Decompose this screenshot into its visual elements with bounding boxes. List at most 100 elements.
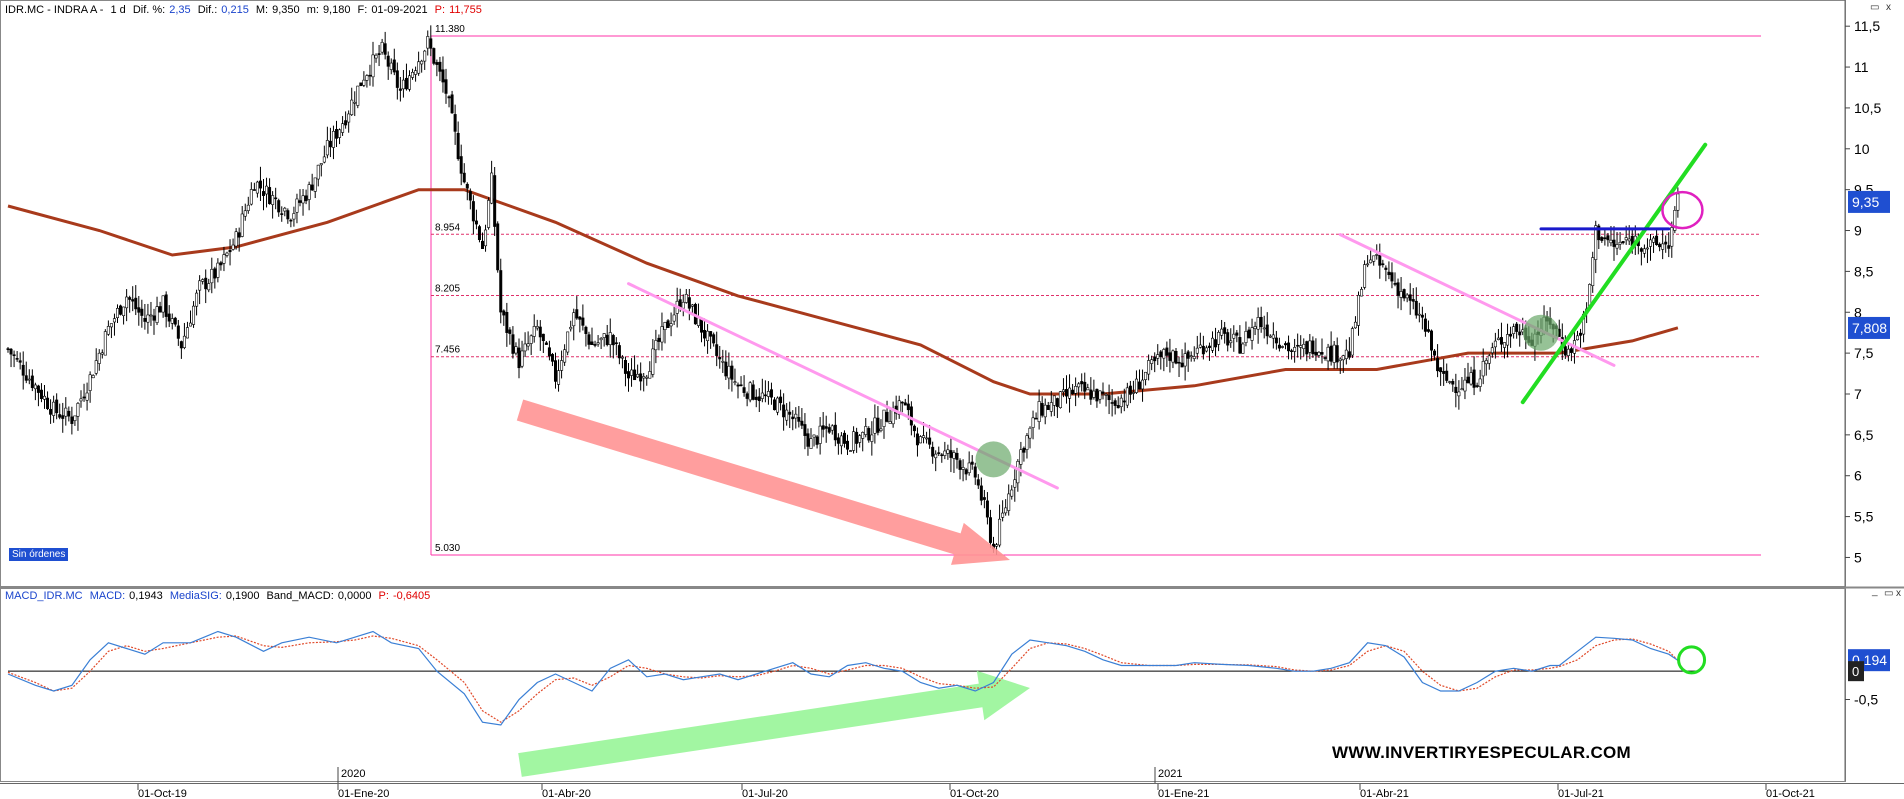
candle-body [207, 283, 211, 291]
candle-body [39, 389, 43, 399]
candle-body [1080, 381, 1084, 385]
candle-body [620, 356, 624, 359]
candle-body [611, 335, 615, 346]
candle-body [1004, 507, 1008, 514]
candle-body [538, 326, 542, 338]
candle-body [103, 331, 107, 356]
macd-label: MACD: [89, 590, 126, 602]
candle-body [563, 349, 567, 363]
candle-body [271, 195, 275, 205]
candle-body [1661, 243, 1665, 250]
candle-body [496, 223, 500, 271]
candle-body [301, 195, 305, 204]
candle-body [879, 428, 883, 432]
candle-body [1326, 346, 1330, 362]
candle-body [383, 43, 387, 55]
candle-body [140, 308, 144, 316]
breakout-circle [1661, 190, 1704, 230]
candle-body [155, 306, 159, 323]
diff-pct-label: Dif. %: [132, 4, 166, 16]
candle-body [821, 425, 825, 430]
candle-body [112, 318, 116, 323]
candle-body [1609, 239, 1613, 244]
x-tick-label: 01-Abr-21 [1360, 788, 1409, 799]
candle-body [596, 342, 600, 345]
y-tick-label: 10,5 [1854, 100, 1881, 116]
candle-body [1077, 383, 1081, 388]
macd-restore-button[interactable]: ▭ [1884, 588, 1894, 599]
candle-body [1451, 381, 1455, 385]
band-value: 0,0000 [337, 590, 372, 602]
candle-body [462, 172, 466, 183]
candle-body [487, 200, 491, 228]
close-button[interactable]: x [1886, 2, 1891, 13]
candle-body [1454, 386, 1458, 393]
candle-body [435, 62, 439, 65]
candle-body [1600, 237, 1604, 241]
candle-body [210, 268, 214, 284]
candle-body [465, 183, 469, 189]
candle-body [1192, 356, 1196, 359]
candle-body [514, 346, 518, 354]
y-tick-label: 9 [1854, 223, 1862, 239]
candle-body [143, 318, 147, 322]
candle-body [292, 213, 296, 220]
candle-body [36, 385, 40, 393]
candle-body [909, 406, 913, 426]
candle-body [587, 334, 591, 345]
candle-body [52, 401, 56, 416]
candle-body [237, 232, 241, 238]
candle-body [812, 434, 816, 438]
max-label: M: [255, 4, 269, 16]
candle-body [219, 262, 223, 266]
minimize-button[interactable]: _ [1872, 586, 1878, 597]
candle-body [1353, 321, 1357, 329]
candle-body [414, 70, 418, 75]
candle-body [763, 394, 767, 397]
candle-body [1481, 361, 1485, 377]
candle-body [106, 326, 110, 335]
orders-status-badge[interactable]: Sin órdenes [9, 548, 69, 561]
candle-body [706, 330, 710, 342]
candle-body [1089, 389, 1093, 400]
candle-body [885, 411, 889, 422]
candle-body [283, 207, 287, 212]
signal-label: MediaSIG: [169, 590, 222, 602]
x-tick-label: 01-Jul-20 [742, 788, 788, 799]
candle-body [526, 343, 530, 347]
timeframe-label: 1 d [110, 4, 126, 16]
candle-body [228, 249, 232, 253]
candle-body [1280, 346, 1284, 348]
candle-body [471, 201, 475, 222]
candle-body [1177, 361, 1181, 364]
candle-body [581, 317, 585, 326]
min-label: m: [306, 4, 319, 16]
candle-body [642, 376, 646, 379]
candle-body [955, 452, 959, 460]
candle-body [33, 384, 37, 390]
candle-body [55, 399, 59, 414]
macd-name: MACD_IDR.MC [5, 590, 83, 602]
candle-body [982, 497, 986, 500]
candle-body [639, 373, 643, 382]
candle-body [79, 398, 83, 402]
macd-close-button[interactable]: x [1896, 588, 1901, 599]
candle-body [1214, 339, 1218, 348]
candle-body [1271, 334, 1275, 339]
restore-button[interactable]: ▭ [1870, 2, 1880, 13]
candle-body [1244, 330, 1248, 343]
year-label: 2020 [341, 768, 365, 780]
candle-body [1369, 259, 1373, 264]
candle-body [1460, 388, 1464, 391]
candle-body [1624, 237, 1628, 241]
candle-body [1366, 263, 1370, 266]
candle-body [1311, 340, 1315, 355]
candle-body [1016, 461, 1020, 484]
candle-body [67, 410, 71, 417]
candle-body [602, 333, 606, 338]
candle-body [633, 369, 637, 381]
candle-body [319, 163, 323, 166]
candle-body [1241, 343, 1245, 354]
candle-body [474, 220, 478, 225]
